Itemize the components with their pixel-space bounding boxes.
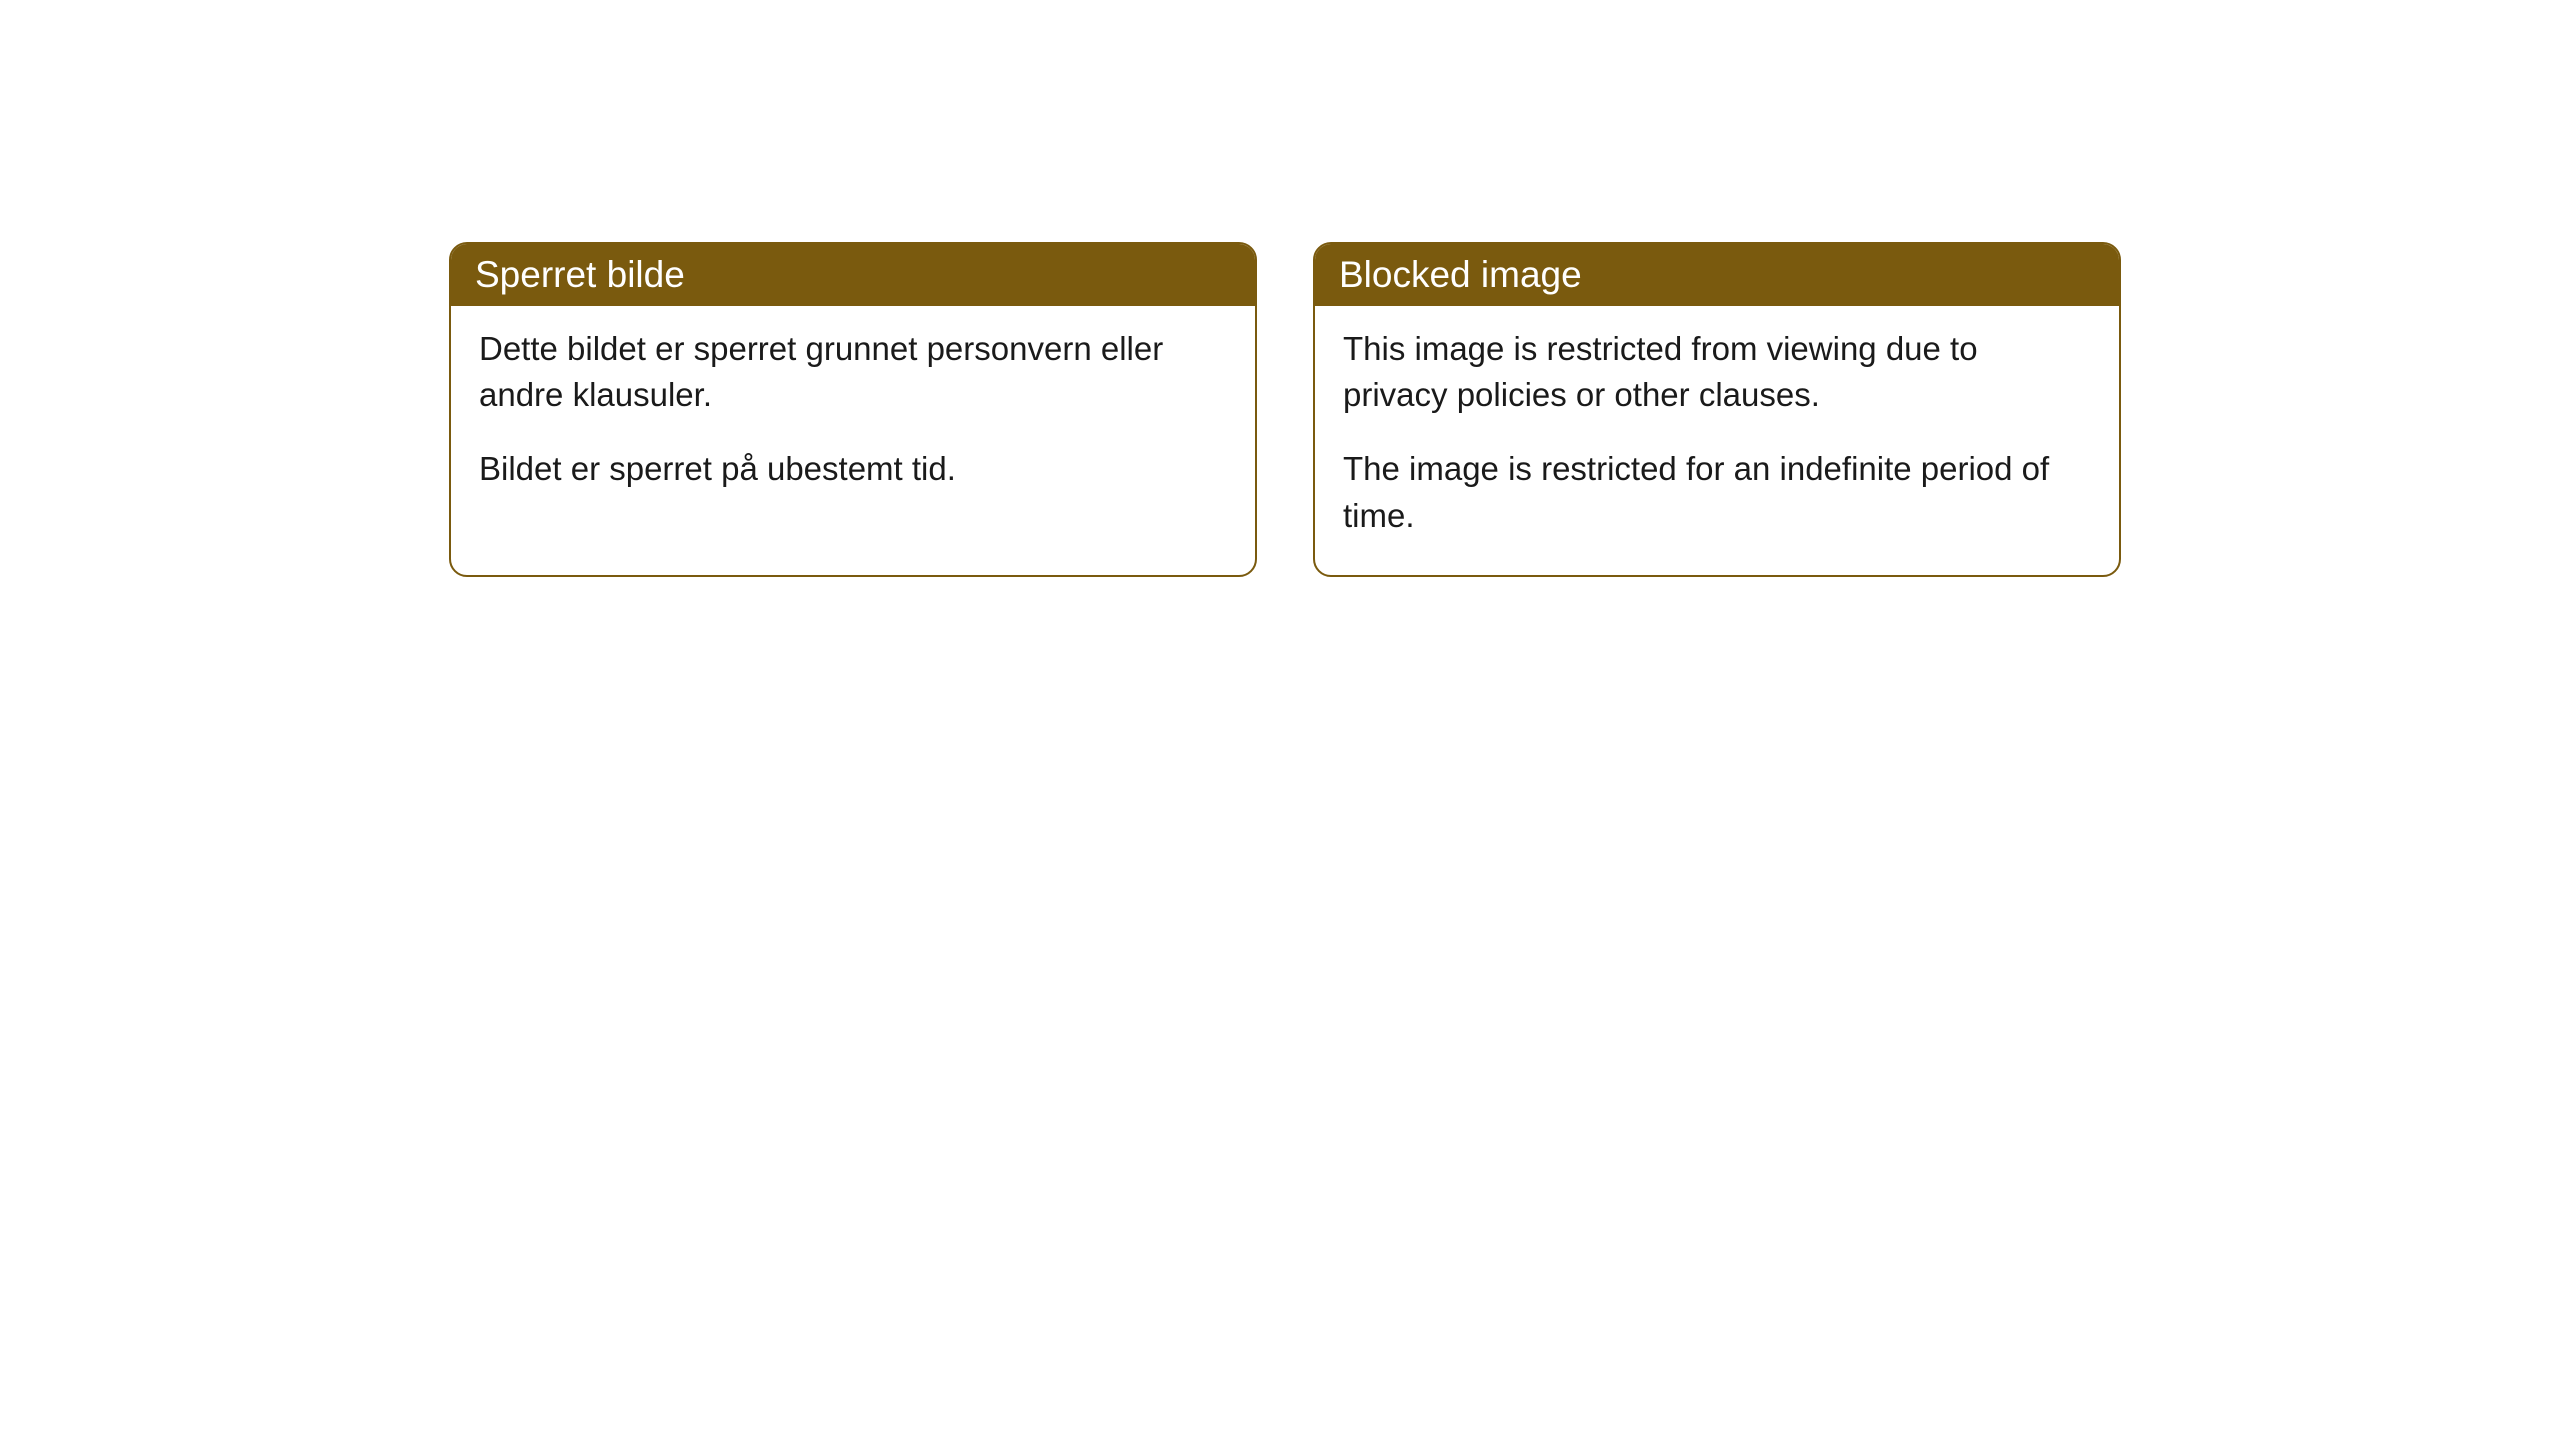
notice-cards-container: Sperret bilde Dette bildet er sperret gr…: [449, 242, 2121, 577]
notice-title-english: Blocked image: [1339, 254, 1582, 295]
notice-paragraph-2-english: The image is restricted for an indefinit…: [1343, 446, 2091, 538]
notice-body-english: This image is restricted from viewing du…: [1315, 306, 2119, 575]
notice-paragraph-1-english: This image is restricted from viewing du…: [1343, 326, 2091, 418]
notice-card-norwegian: Sperret bilde Dette bildet er sperret gr…: [449, 242, 1257, 577]
notice-body-norwegian: Dette bildet er sperret grunnet personve…: [451, 306, 1255, 529]
notice-title-norwegian: Sperret bilde: [475, 254, 685, 295]
notice-paragraph-1-norwegian: Dette bildet er sperret grunnet personve…: [479, 326, 1227, 418]
notice-header-english: Blocked image: [1315, 244, 2119, 306]
notice-card-english: Blocked image This image is restricted f…: [1313, 242, 2121, 577]
notice-header-norwegian: Sperret bilde: [451, 244, 1255, 306]
notice-paragraph-2-norwegian: Bildet er sperret på ubestemt tid.: [479, 446, 1227, 492]
